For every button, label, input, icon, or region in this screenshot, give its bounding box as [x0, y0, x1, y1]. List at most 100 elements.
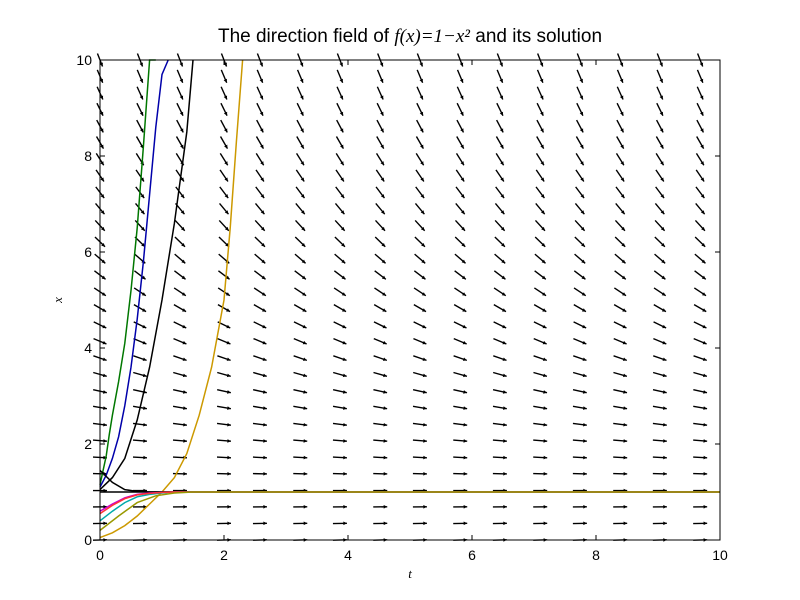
field-arrow: [373, 521, 388, 526]
solution-curve: [99, 491, 720, 531]
field-arrow-head: [383, 390, 388, 394]
field-arrow-head: [541, 259, 546, 264]
field-arrow: [173, 287, 187, 297]
field-arrow: [695, 169, 705, 182]
field-arrow-head: [223, 111, 228, 116]
field-arrow: [535, 169, 545, 182]
field-arrow: [172, 521, 187, 526]
field-arrow: [416, 69, 424, 84]
field-arrow-head: [102, 340, 107, 345]
field-arrow-head: [380, 128, 384, 133]
field-arrow: [415, 186, 425, 199]
field-arrow-head: [380, 161, 384, 166]
field-arrow-head: [580, 226, 585, 231]
field-arrow: [652, 439, 667, 443]
field-arrow: [453, 455, 468, 460]
field-arrow: [495, 136, 504, 149]
field-arrow: [133, 304, 147, 313]
field-arrow-head: [259, 95, 264, 100]
field-arrow: [219, 136, 229, 149]
field-arrow: [375, 202, 386, 215]
field-arrow: [613, 439, 628, 443]
field-arrow: [412, 371, 427, 378]
field-arrow-head: [143, 521, 147, 526]
field-arrow: [174, 219, 186, 232]
field-arrow-head: [340, 210, 345, 215]
field-arrow: [333, 321, 347, 329]
field-arrow: [335, 186, 345, 199]
field-arrow-head: [543, 406, 548, 410]
field-arrow: [614, 236, 626, 248]
field-arrow-head: [139, 95, 144, 100]
field-arrow: [219, 153, 229, 166]
field-arrow: [332, 455, 347, 460]
field-arrow-head: [180, 144, 184, 149]
solution-curves: [99, 59, 720, 539]
field-arrow: [535, 186, 545, 199]
field-arrow: [412, 388, 427, 394]
field-arrow: [456, 102, 464, 117]
field-arrow: [176, 69, 184, 84]
field-arrow-head: [261, 292, 266, 296]
field-arrow: [533, 337, 547, 345]
field-arrow-head: [343, 472, 347, 476]
field-arrow-head: [662, 357, 667, 361]
field-arrow: [575, 186, 585, 199]
field-arrow: [453, 439, 468, 443]
field-arrow: [694, 270, 707, 280]
field-arrow: [413, 355, 427, 362]
field-arrow: [216, 521, 232, 526]
field-arrow: [254, 219, 266, 232]
field-arrow: [416, 86, 424, 100]
field-arrow: [572, 422, 587, 427]
field-arrow-head: [180, 210, 185, 215]
field-arrow-head: [260, 210, 265, 215]
y-tick-label: 8: [84, 148, 92, 164]
field-arrow-head: [623, 422, 628, 427]
field-arrow: [293, 521, 308, 526]
field-arrow-head: [224, 161, 228, 166]
field-arrow: [652, 388, 667, 394]
field-arrow: [175, 186, 185, 199]
field-arrow-head: [343, 521, 347, 526]
field-arrow: [173, 355, 187, 362]
field-arrow: [176, 119, 184, 133]
field-arrow-head: [539, 62, 544, 67]
field-arrow: [334, 236, 346, 248]
field-arrow-head: [663, 422, 667, 427]
field-arrow: [253, 270, 266, 280]
field-arrow-head: [580, 161, 584, 166]
field-arrow-head: [661, 308, 666, 312]
y-tick-label: 10: [76, 52, 92, 68]
field-arrow-head: [260, 161, 264, 166]
field-arrow: [373, 388, 388, 394]
field-arrow: [412, 455, 427, 460]
field-arrow-head: [381, 226, 385, 231]
field-arrow: [415, 169, 425, 182]
field-arrow-head: [579, 62, 583, 67]
field-arrow: [332, 405, 347, 410]
field-arrow: [536, 86, 544, 100]
field-arrow: [496, 119, 504, 133]
field-arrow-head: [542, 292, 547, 296]
field-arrow-head: [103, 422, 107, 427]
field-arrow-head: [382, 357, 387, 361]
field-arrow-head: [463, 373, 467, 378]
field-arrow-head: [342, 390, 347, 394]
field-arrow-head: [380, 144, 384, 149]
field-arrow: [695, 202, 706, 215]
field-arrow-head: [463, 390, 468, 394]
field-arrow-head: [543, 505, 548, 509]
field-arrow-head: [142, 324, 147, 329]
field-arrow-head: [622, 357, 627, 361]
field-arrow-head: [543, 455, 548, 460]
chart-title-suffix: and its solution: [470, 26, 602, 47]
field-arrow-head: [226, 357, 231, 361]
field-arrow: [695, 153, 705, 166]
field-arrow-head: [303, 472, 308, 476]
field-arrow-head: [543, 422, 548, 427]
field-arrow-head: [340, 226, 345, 231]
field-arrow-head: [102, 390, 107, 394]
field-arrow-head: [101, 259, 106, 264]
field-arrow-head: [103, 439, 107, 443]
